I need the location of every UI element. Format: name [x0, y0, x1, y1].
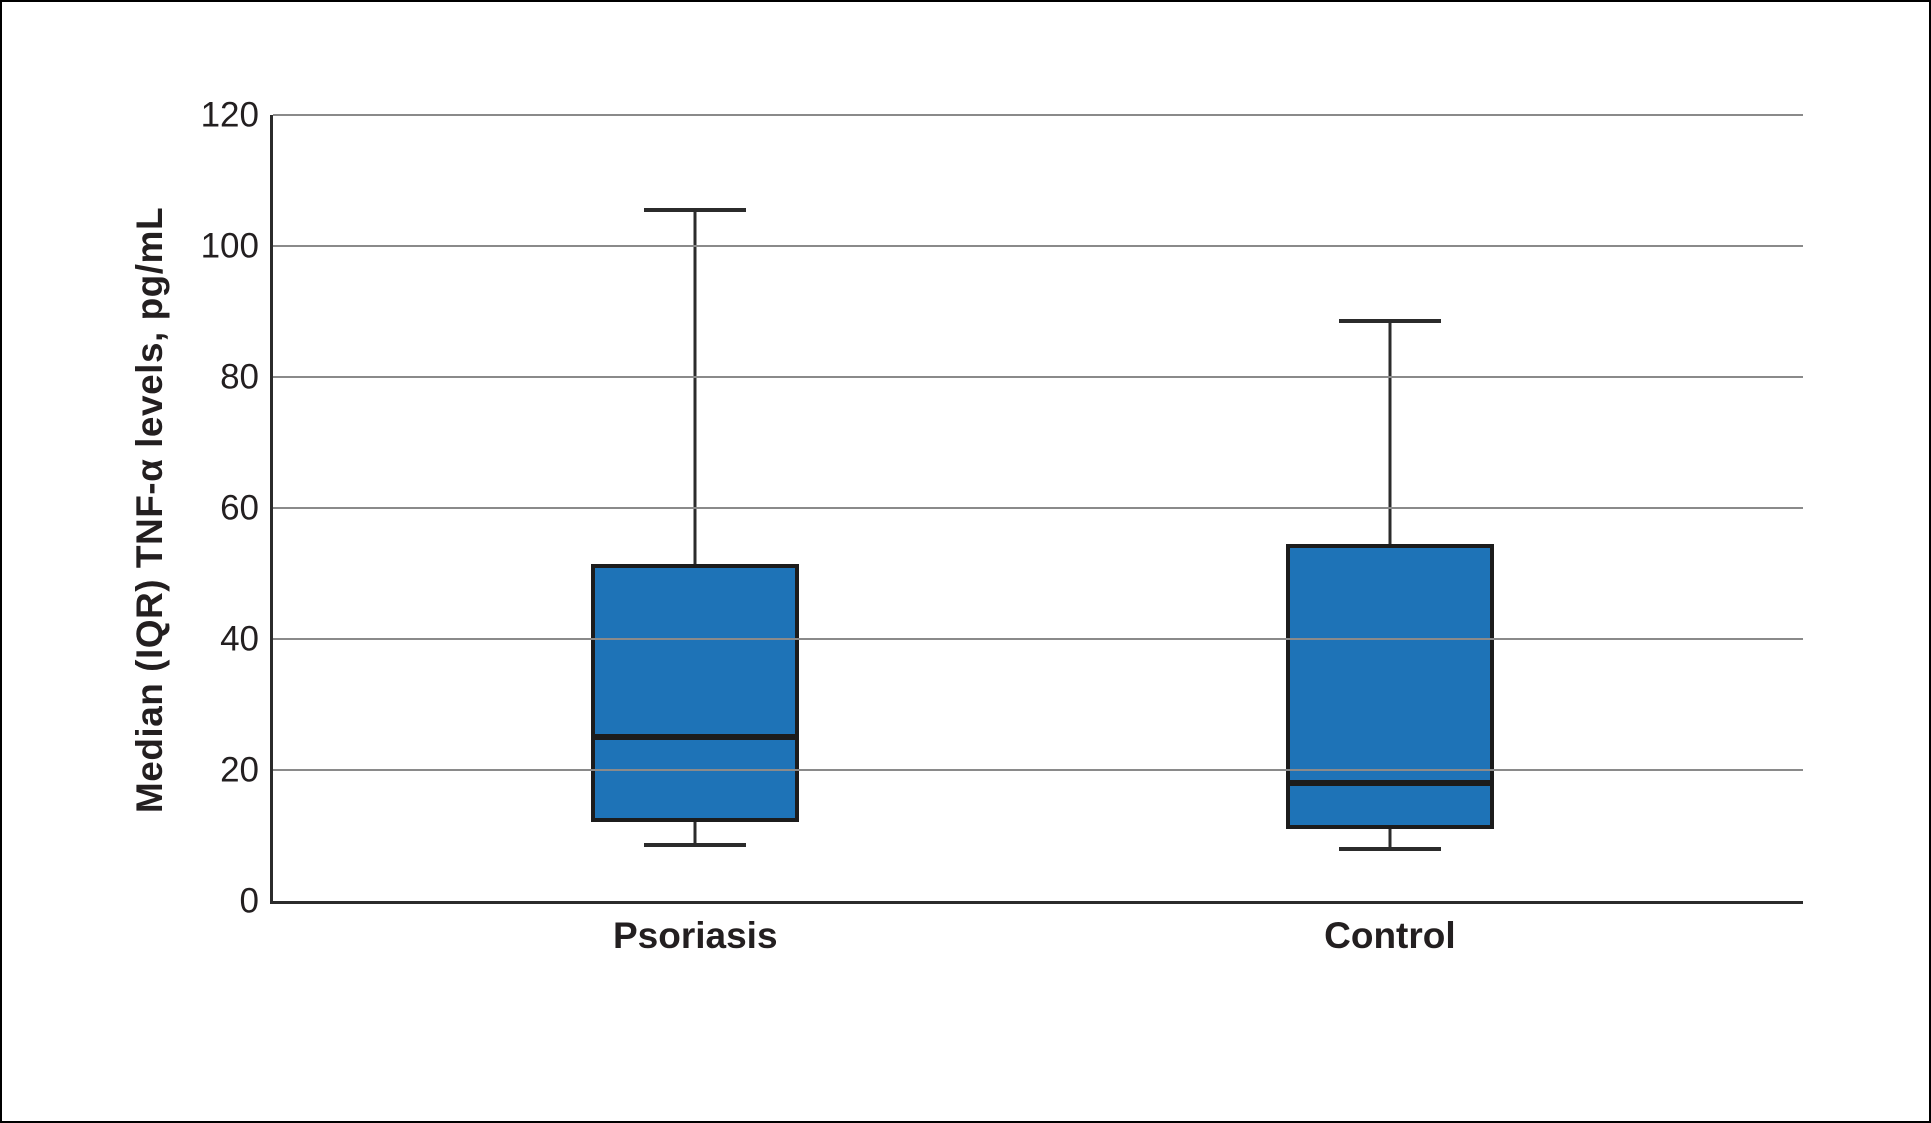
median-line — [591, 734, 800, 741]
y-gridline — [273, 375, 1803, 378]
lower-whisker-cap — [644, 843, 747, 848]
upper-whisker-cap — [1338, 319, 1441, 324]
y-gridline — [273, 114, 1803, 116]
y-gridline — [273, 769, 1803, 771]
iqr-box — [1285, 544, 1494, 829]
y-gridline — [273, 244, 1803, 247]
lower-whisker-line — [693, 822, 697, 846]
upper-whisker-line — [1388, 321, 1392, 544]
y-tick-label: 60 — [220, 488, 259, 528]
lower-whisker-line — [1388, 828, 1392, 849]
y-tick-label: 40 — [220, 619, 259, 659]
y-tick-label: 120 — [200, 95, 259, 135]
iqr-box — [591, 563, 800, 823]
y-axis-title: Median (IQR) TNF-α levels, pg/mL — [129, 206, 170, 814]
category-label: Psoriasis — [612, 915, 778, 956]
plot-area: 0 20 40 60 80 100 120 Psoriasis Control — [201, 98, 1803, 956]
upper-whisker-line — [693, 209, 697, 564]
y-tick-label: 0 — [239, 881, 259, 921]
y-gridline — [273, 507, 1803, 509]
y-gridline — [273, 637, 1803, 640]
y-tick-label: 20 — [220, 750, 259, 790]
median-line — [1285, 780, 1494, 787]
category-label: Control — [1324, 915, 1456, 956]
upper-whisker-cap — [644, 207, 747, 212]
y-tick-label: 80 — [220, 357, 259, 397]
lower-whisker-cap — [1338, 846, 1441, 851]
y-tick-label: 100 — [200, 226, 259, 266]
